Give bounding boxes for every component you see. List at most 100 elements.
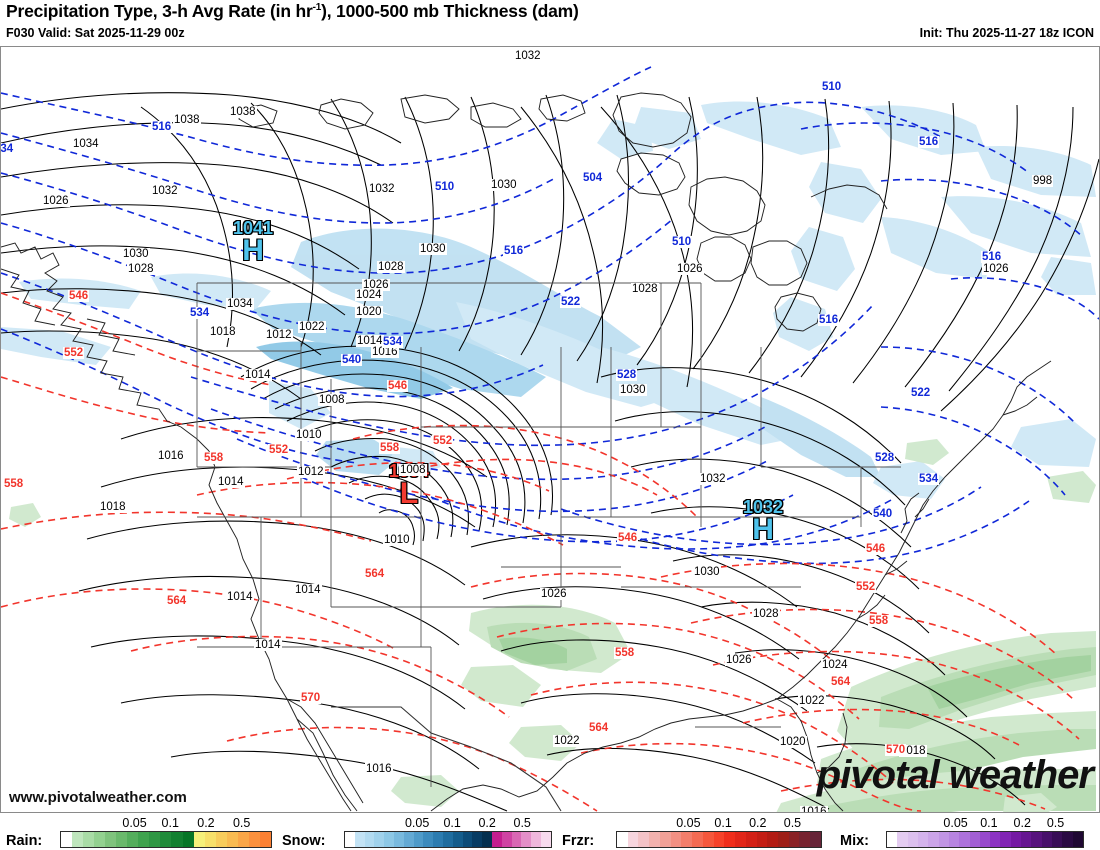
isobar-label: 1014 — [294, 584, 322, 597]
thickness-label-warm: 558 — [203, 452, 225, 465]
legend-swatch — [702, 832, 714, 847]
isobar-label: 1038 — [229, 106, 257, 119]
legend-swatch — [204, 832, 216, 847]
isobar-label: 1030 — [490, 179, 518, 192]
legend-swatch — [374, 832, 385, 847]
legend-tick-label: 0.5 — [1046, 816, 1065, 830]
isobar-label: 1016 — [800, 806, 828, 812]
geography-outlines — [1, 92, 1052, 812]
legend-ticks-snow: 0.05 0.1 0.2 0.5 — [344, 816, 550, 832]
legend-label-mix: Mix: — [840, 833, 869, 849]
legend-swatch — [617, 832, 628, 847]
legend-swatch — [692, 832, 703, 847]
thickness-label-warm: 546 — [617, 532, 639, 545]
legend-group-snow[interactable]: Snow: 0.05 0.1 0.2 0.5 — [282, 813, 552, 850]
thickness-label-cold: 516 — [981, 251, 1003, 264]
isobar-label: 1028 — [752, 608, 780, 621]
isobar-label: 1028 — [377, 261, 405, 274]
legend-tick-label: 0.2 — [749, 816, 767, 830]
isobar-label: 1038 — [173, 114, 201, 127]
legend-swatch — [433, 832, 443, 847]
legend-swatch — [778, 832, 789, 847]
isobar-label: 1032 — [368, 183, 396, 196]
thickness-label-warm: 546 — [68, 290, 90, 303]
legend-swatch — [767, 832, 779, 847]
isobar-label: 1024 — [355, 289, 383, 302]
isobar-label: 1028 — [127, 263, 155, 276]
map-canvas[interactable]: 1041 H 1004 L 1032 H 1032103410321038103… — [0, 46, 1100, 813]
legend-ticks-rain: 0.05 0.1 0.2 0.5 — [60, 816, 270, 832]
isobar-label: 1014 — [226, 591, 254, 604]
legend-swatch — [259, 832, 271, 847]
isobar-label: 1032 — [151, 185, 179, 198]
thickness-label-cold: 516 — [151, 121, 173, 134]
legend-swatch — [948, 832, 960, 847]
isobar-label: 1026 — [362, 279, 390, 292]
legend-swatch — [1031, 832, 1042, 847]
legend-swatch — [887, 832, 898, 847]
legend-swatch — [1052, 832, 1063, 847]
legend-group-frzr[interactable]: Frzr: 0.05 0.1 0.2 0.5 — [562, 813, 828, 850]
legend-tick-label: 0.5 — [783, 816, 802, 830]
isobar-label: 1032 — [699, 473, 727, 486]
legend-swatch — [1062, 832, 1073, 847]
isobar-label: 1008 — [318, 394, 346, 407]
legend-swatch — [917, 832, 929, 847]
thickness-label-cold: 510 — [434, 181, 456, 194]
legend-swatch — [540, 832, 551, 847]
isobar-label: 1026 — [676, 263, 704, 276]
legend-swatch — [969, 832, 980, 847]
thickness-label-cold: 516 — [818, 314, 840, 327]
legend-swatch — [531, 832, 541, 847]
website-url: www.pivotalweather.com — [9, 789, 187, 806]
legend-tick-label: 0.05 — [943, 816, 968, 830]
legend-swatch — [649, 832, 660, 847]
legend-swatch — [799, 832, 811, 847]
pivotal-weather-watermark: pivotal weather — [816, 753, 1094, 797]
legend-ticks-frzr: 0.05 0.1 0.2 0.5 — [616, 816, 820, 832]
isobar-label: 1034 — [226, 298, 254, 311]
legend-swatch — [713, 832, 725, 847]
isobar-label: 1024 — [821, 659, 849, 672]
legend-group-rain[interactable]: Rain: 0.05 0.1 0.2 0.5 — [6, 813, 272, 850]
legend-tick-label: 0.2 — [197, 816, 215, 830]
legend-group-mix[interactable]: Mix: 0.05 0.1 0.2 0.5 — [840, 813, 1094, 850]
thickness-label-warm: 552 — [432, 435, 454, 448]
thickness-label-warm: 546 — [387, 380, 409, 393]
legend-tick-label: 0.5 — [513, 816, 531, 830]
legend-tick-label: 0.1 — [161, 816, 179, 830]
legend-swatch — [979, 832, 991, 847]
page-title: Precipitation Type, 3-h Avg Rate (in hr-… — [6, 1, 579, 22]
legend-swatch — [735, 832, 746, 847]
legend-label-snow: Snow: — [282, 833, 326, 849]
legend-label-frzr: Frzr: — [562, 833, 595, 849]
legend-swatch — [94, 832, 106, 847]
isobar-label: 1020 — [355, 306, 383, 319]
thickness-label-cold: 540 — [872, 508, 894, 521]
legend-colorbar-rain — [60, 831, 272, 848]
isobar-label: 1016 — [371, 346, 399, 359]
isobar-label: 1014 — [217, 476, 245, 489]
isobar-label: 1028 — [631, 283, 659, 296]
legend-swatch — [670, 832, 682, 847]
legend-swatch — [345, 832, 355, 847]
isobar-label: 1010 — [383, 534, 411, 547]
thickness-label-warm: 570 — [885, 744, 907, 757]
legend-swatch — [959, 832, 970, 847]
isobar-label: 998 — [1032, 175, 1054, 188]
legend-ticks-mix: 0.05 0.1 0.2 0.5 — [886, 816, 1082, 832]
thickness-label-cold: 510 — [671, 236, 693, 249]
legend-swatch — [182, 832, 194, 847]
legend-swatch — [364, 832, 375, 847]
thickness-label-warm: 564 — [588, 722, 610, 735]
legend-tick-label: 0.1 — [443, 816, 461, 830]
legend-tick-label: 0.2 — [478, 816, 496, 830]
legend-tick-label: 0.05 — [122, 816, 147, 830]
thickness-label-cold: 534 — [382, 336, 404, 349]
thickness-label-cold: 540 — [341, 354, 363, 367]
legend-swatch — [938, 832, 949, 847]
legend-swatch — [788, 832, 800, 847]
legend-swatch — [138, 832, 150, 847]
thickness-label-cold: 534 — [189, 307, 211, 320]
